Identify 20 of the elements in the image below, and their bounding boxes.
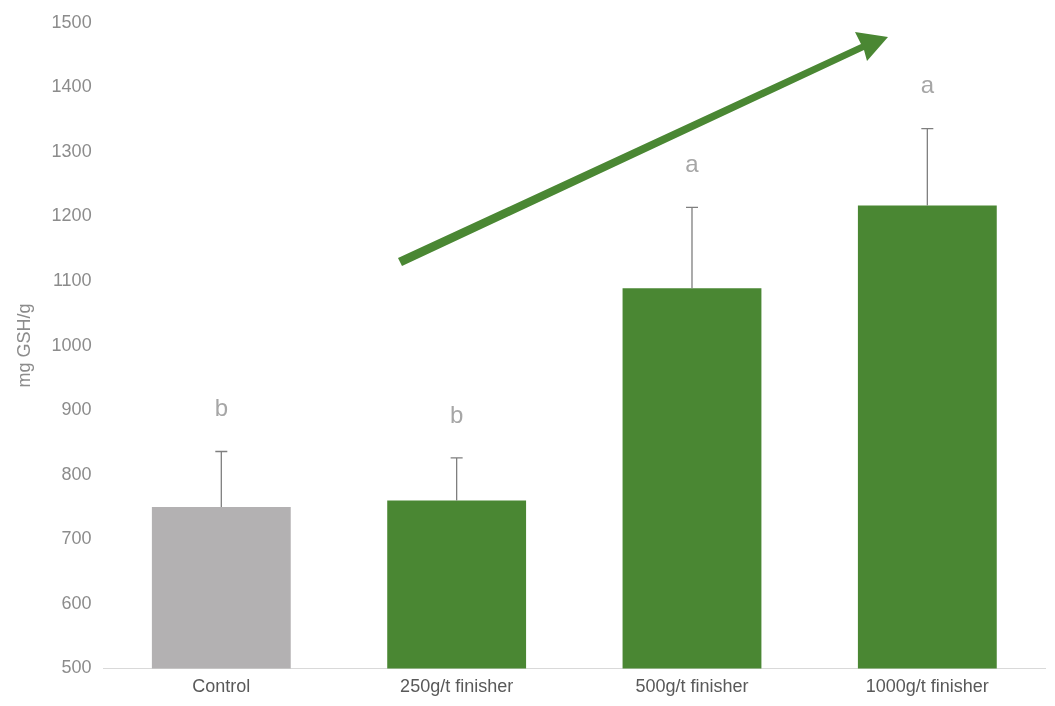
y-axis-title: mg GSH/g [13, 303, 34, 388]
y-tick-label: 900 [61, 399, 92, 420]
y-tick-label: 800 [61, 463, 92, 484]
annotation: b [449, 400, 464, 428]
x-tick-label: 500g/t finisher [635, 676, 749, 697]
y-tick-label: 500 [61, 657, 92, 678]
y-tick-label: 1400 [51, 76, 92, 97]
annotation: a [685, 150, 700, 178]
x-tick-label: 1000g/t finisher [865, 676, 989, 697]
y-tick-label: 1200 [51, 205, 92, 226]
x-tick-label: 250g/t finisher [400, 676, 514, 697]
y-tick-label: 600 [61, 592, 92, 613]
x-tick-label: Control [192, 676, 251, 697]
y-tick-label: 1100 [52, 270, 92, 291]
y-tick-label: 1300 [51, 140, 92, 161]
y-tick-label: 1000 [51, 334, 92, 355]
y-tick-label: 1500 [51, 11, 92, 32]
annotation: b [214, 394, 228, 422]
annotation: a [920, 71, 935, 99]
y-tick-label: 700 [61, 528, 92, 549]
